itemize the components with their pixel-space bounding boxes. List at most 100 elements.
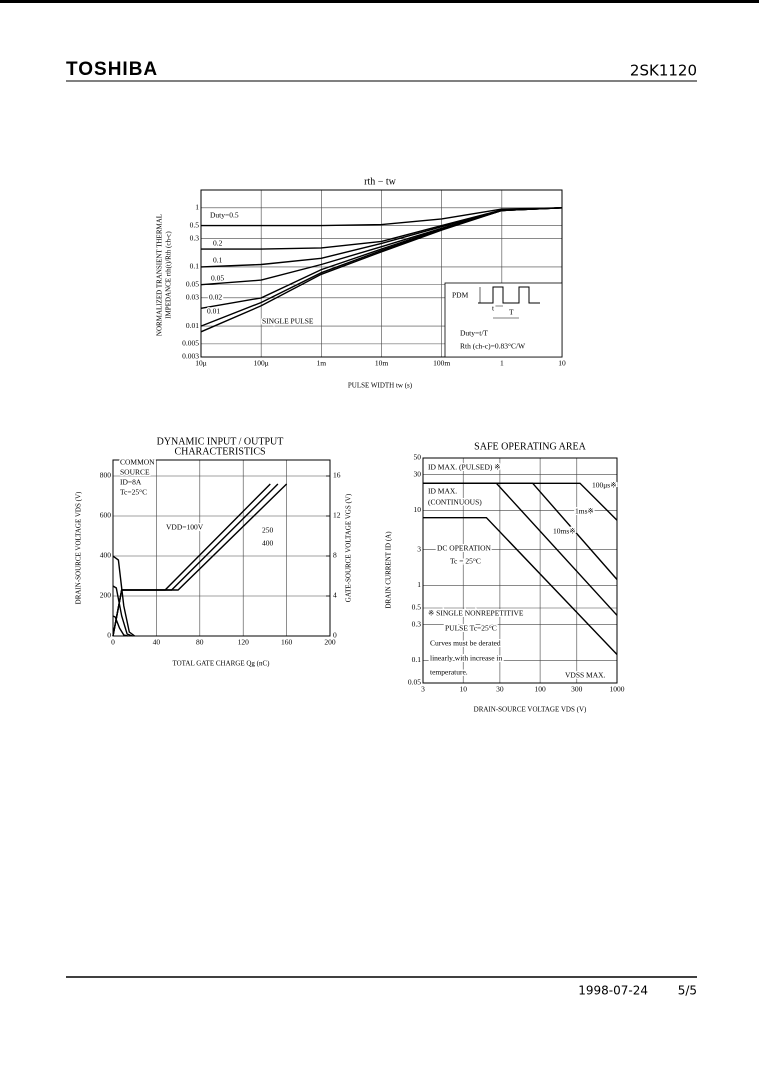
annotation: ※ SINGLE NONREPETITIVE — [428, 609, 524, 618]
x-tick-label: 10μ — [195, 359, 207, 368]
x-tick-label: 3 — [421, 685, 425, 694]
y-tick-label: 0.3 — [412, 619, 422, 628]
series-label: 10ms※ — [553, 527, 576, 536]
series-line — [112, 483, 288, 637]
x-tick-label: 10 — [558, 359, 566, 368]
series-label: VDD=100V — [166, 523, 204, 532]
y-tick-label: 0.1 — [412, 655, 422, 664]
x-axis-label: PULSE WIDTH tw (s) — [348, 382, 413, 390]
series-label: Duty=0.5 — [210, 211, 239, 220]
y-axis-label: DRAIN-SOURCE VOLTAGE VDS (V) — [75, 491, 83, 604]
x-tick-label: 0 — [111, 638, 115, 647]
series-label: 0.05 — [211, 274, 224, 283]
y-tick-label: 0.003 — [182, 352, 199, 361]
annotation: Rth (ch-c)=0.83°C/W — [460, 342, 526, 351]
y-tick-label: 30 — [414, 469, 422, 478]
x-tick-label: 80 — [196, 638, 204, 647]
series-label: 0.01 — [207, 307, 220, 316]
series-line — [423, 517, 618, 655]
y-tick-label: 0.01 — [186, 321, 199, 330]
x-tick-label: 1 — [500, 359, 504, 368]
y2-axis-label: GATE-SOURCE VOLTAGE VGS (V) — [345, 493, 353, 602]
y2-tick-label: 0 — [333, 631, 337, 640]
plot-frame — [112, 459, 331, 637]
y-tick-label: 200 — [100, 591, 112, 600]
annotation: COMMON — [120, 458, 155, 467]
plot-frame — [422, 457, 618, 684]
series-line — [112, 585, 133, 637]
annotation: Tc=25°C — [120, 488, 147, 497]
x-tick-label: 1m — [317, 359, 327, 368]
part-number: 2SK1120 — [630, 62, 697, 80]
series-line — [112, 555, 136, 637]
series-line — [423, 482, 618, 616]
x-tick-label: 1000 — [610, 685, 625, 694]
y2-tick-label: 8 — [333, 551, 337, 560]
series-label: 1ms※ — [575, 507, 594, 516]
y-tick-label: 0.05 — [186, 279, 199, 288]
annotation: T — [509, 308, 514, 317]
series-label: SINGLE PULSE — [262, 317, 314, 326]
y-tick-label: 0.3 — [190, 233, 200, 242]
annotation: (CONTINUOUS) — [428, 498, 482, 507]
series-label: 100μs※ — [592, 481, 616, 490]
chart-title: rth − tw — [364, 176, 397, 187]
annotation: VDSS MAX. — [565, 671, 606, 680]
x-tick-label: 30 — [496, 685, 504, 694]
x-tick-label: 100 — [534, 685, 546, 694]
chart-title: SAFE OPERATING AREA — [474, 441, 586, 452]
series-label: 0.1 — [213, 256, 223, 265]
y2-tick-label: 4 — [333, 591, 337, 600]
series-label: DC OPERATION — [437, 544, 492, 553]
pulse-inset — [444, 282, 563, 358]
x-tick-label: 40 — [153, 638, 161, 647]
y-axis-label: DRAIN CURRENT ID (A) — [385, 531, 393, 609]
pulse-waveform — [478, 286, 540, 304]
annotation: Duty=t/T — [460, 329, 488, 338]
y-tick-label: 0 — [107, 631, 111, 640]
y-tick-label: 1 — [417, 580, 421, 589]
x-axis-label: DRAIN-SOURCE VOLTAGE VDS (V) — [474, 706, 587, 714]
annotation: t — [492, 304, 495, 313]
x-tick-label: 100m — [433, 359, 450, 368]
annotation: SOURCE — [120, 468, 150, 477]
x-tick-label: 160 — [281, 638, 293, 647]
y-tick-label: 0.5 — [190, 220, 200, 229]
series-line — [112, 615, 129, 637]
y-tick-label: 1 — [195, 203, 199, 212]
y-tick-label: 0.03 — [186, 293, 199, 302]
y-tick-label: 0.05 — [408, 678, 421, 687]
y2-tick-label: 16 — [333, 471, 341, 480]
footer-page: 5/5 — [678, 984, 697, 998]
x-tick-label: 10m — [375, 359, 389, 368]
series-line — [201, 207, 563, 227]
x-tick-label: 200 — [324, 638, 336, 647]
y-tick-label: 800 — [100, 471, 112, 480]
y-tick-label: 10 — [414, 505, 422, 514]
top-bar — [0, 0, 759, 3]
chart-title: CHARACTERISTICS — [174, 446, 265, 457]
annotation: Tc = 25°C — [450, 557, 481, 566]
annotation: ID=8A — [120, 478, 142, 487]
annotation: ID MAX. — [428, 487, 457, 496]
footer-date: 1998-07-24 — [578, 984, 648, 998]
y-axis-label: NORMALIZED TRANSIENT THERMAL — [156, 214, 164, 336]
x-tick-label: 300 — [571, 685, 583, 694]
series-label: 250 — [262, 526, 274, 535]
series-label: 0.02 — [209, 293, 222, 302]
y-axis-label: IMPEDANCE rth(t)/Rth (ch-c) — [165, 231, 173, 319]
x-tick-label: 100μ — [254, 359, 269, 368]
annotation: linearly with increase in — [430, 654, 503, 663]
chart-title: DYNAMIC INPUT / OUTPUT — [157, 436, 284, 447]
dimension-arrows — [479, 287, 519, 319]
annotation: temperature. — [430, 668, 468, 677]
annotation: PDM — [452, 291, 469, 300]
x-axis-label: TOTAL GATE CHARGE Qg (nC) — [172, 660, 270, 668]
series-label: 0.2 — [213, 239, 223, 248]
annotation: ID MAX. (PULSED) ※ — [428, 463, 501, 472]
plot-frame — [200, 189, 563, 358]
y-tick-label: 0.005 — [182, 339, 199, 348]
y-tick-label: 600 — [100, 511, 112, 520]
